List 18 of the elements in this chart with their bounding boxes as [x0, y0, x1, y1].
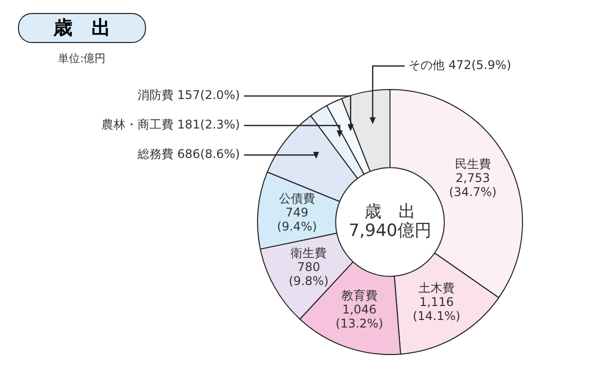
slice-label: 衛生費	[290, 246, 327, 260]
slice-label: 農林・商工費 181(2.3%)	[101, 118, 240, 132]
text: 7,940億円	[348, 220, 432, 241]
data-label: 780(9.8%)	[288, 260, 329, 288]
data-label: 2,753(34.7%)	[449, 170, 497, 199]
slice-label: 土木費	[418, 281, 455, 296]
chart-title: 歳 出	[18, 13, 146, 43]
slice-label: その他 472(5.9%)	[408, 58, 512, 72]
data-label: 1,116(14.1%)	[412, 295, 460, 324]
slice-label: 民生費	[454, 156, 491, 171]
data-label: 749(9.4%)	[277, 206, 317, 234]
slice-label: 総務費 686(8.6%)	[136, 147, 240, 162]
data-label: 1,046(13.2%)	[336, 302, 384, 330]
slice-label: 公債費	[278, 192, 315, 206]
slice-label: 教育費	[341, 288, 378, 302]
text: 歳 出	[364, 202, 416, 222]
slice-label: 消防費 157(2.0%)	[137, 88, 240, 102]
chart-subtitle: 単位:億円	[58, 51, 106, 66]
